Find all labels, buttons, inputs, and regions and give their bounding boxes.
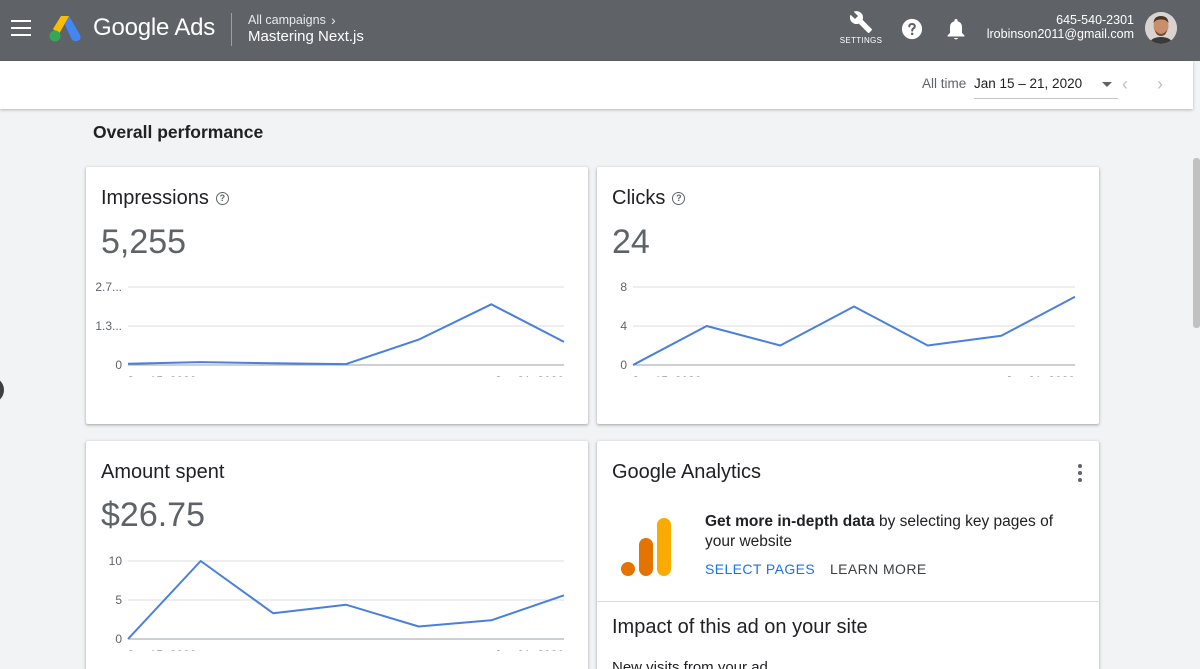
google-analytics-card[interactable]: Google Analytics Get more in-depth data … bbox=[597, 441, 1100, 669]
impressions-value: 5,255 bbox=[101, 223, 187, 261]
side-panel-toggle[interactable] bbox=[0, 377, 4, 403]
data-point[interactable] bbox=[343, 602, 349, 608]
app-name[interactable]: Google Ads bbox=[93, 14, 216, 41]
x-tick-label: Jan 15, 2020 bbox=[127, 648, 197, 651]
y-tick-label: 0 bbox=[115, 632, 122, 646]
clicks-title: Clicks bbox=[612, 187, 666, 209]
google-ads-logo-icon[interactable] bbox=[49, 14, 81, 42]
series-line[interactable] bbox=[632, 295, 1076, 366]
clicks-card[interactable]: Clicks? 24 0 4 8 Jan 15, 2020 Jan 21, 2020 bbox=[597, 167, 1099, 424]
settings-button[interactable]: SETTINGS bbox=[838, 10, 884, 45]
chevron-right-icon[interactable]: › bbox=[1157, 74, 1163, 94]
section-title: Overall performance bbox=[93, 122, 264, 142]
wrench-icon bbox=[849, 11, 872, 33]
top-app-bar: Google Ads All campaigns › Mastering Nex… bbox=[0, 0, 1200, 61]
google-analytics-logo-icon bbox=[621, 518, 671, 576]
y-tick-label: 1.3... bbox=[95, 319, 122, 333]
data-point[interactable] bbox=[630, 362, 636, 368]
card-divider bbox=[597, 601, 1100, 602]
x-tick-label: Jan 21, 2020 bbox=[495, 374, 565, 377]
data-point[interactable] bbox=[198, 359, 204, 365]
x-tick-label: Jan 15, 2020 bbox=[632, 374, 702, 377]
date-range-selector[interactable]: Jan 15 – 21, 2020 bbox=[974, 71, 1118, 99]
data-point[interactable] bbox=[488, 301, 494, 307]
page-scrollbar[interactable] bbox=[1193, 158, 1200, 328]
data-point[interactable] bbox=[488, 617, 494, 623]
data-point[interactable] bbox=[125, 636, 131, 642]
data-point[interactable] bbox=[925, 343, 931, 349]
dropdown-caret-icon bbox=[1102, 82, 1112, 87]
series-line[interactable] bbox=[127, 303, 565, 366]
amount-spent-chart: 0 5 10 Jan 15, 2020 Jan 21, 2020 bbox=[109, 554, 567, 651]
help-circle-icon[interactable]: ? bbox=[215, 192, 229, 205]
x-tick-label: Jan 21, 2020 bbox=[495, 648, 565, 651]
data-point[interactable] bbox=[416, 624, 422, 630]
data-point[interactable] bbox=[561, 592, 567, 598]
amount-spent-card[interactable]: Amount spent $26.75 0 5 10 Jan 15, 2020 Jan … bbox=[86, 441, 588, 669]
chevron-left-icon[interactable]: ‹ bbox=[1122, 74, 1128, 94]
y-tick-label: 2.7... bbox=[95, 280, 122, 294]
breadcrumb-all-campaigns[interactable]: All campaigns bbox=[248, 13, 326, 27]
help-icon[interactable] bbox=[901, 18, 923, 40]
new-visits-label: New visits from your ad bbox=[612, 659, 768, 669]
amount-spent-value: $26.75 bbox=[101, 496, 205, 534]
data-point[interactable] bbox=[561, 339, 567, 345]
data-point[interactable] bbox=[270, 360, 276, 366]
data-point[interactable] bbox=[416, 337, 422, 343]
data-point[interactable] bbox=[198, 558, 204, 564]
series-line[interactable] bbox=[127, 560, 565, 640]
data-point[interactable] bbox=[270, 610, 276, 616]
avatar[interactable] bbox=[1145, 12, 1177, 44]
analytics-promo-rest: by selecting key pages of your website bbox=[705, 513, 1054, 550]
date-range-bar: All time Jan 15 – 21, 2020 ‹ › bbox=[0, 61, 1193, 109]
data-point[interactable] bbox=[343, 361, 349, 367]
card-title: Impressions? bbox=[101, 187, 229, 210]
header-divider bbox=[231, 13, 232, 46]
data-point[interactable] bbox=[998, 333, 1004, 339]
data-point[interactable] bbox=[851, 304, 857, 310]
data-point[interactable] bbox=[1072, 294, 1078, 300]
y-tick-label: 4 bbox=[620, 319, 627, 333]
menu-icon[interactable] bbox=[11, 20, 31, 36]
data-point[interactable] bbox=[704, 323, 710, 329]
clicks-chart: 0 4 8 Jan 15, 2020 Jan 21, 2020 bbox=[620, 280, 1078, 377]
analytics-promo-bold: Get more in-depth data bbox=[705, 513, 875, 530]
impressions-chart: 0 1.3... 2.7... Jan 15, 2020 Jan 21, 2020 bbox=[95, 280, 567, 377]
card-title: Clicks? bbox=[612, 187, 686, 210]
impressions-title: Impressions bbox=[101, 187, 209, 209]
amount-spent-title: Amount spent bbox=[101, 461, 225, 483]
account-phone[interactable]: 645-540-2301 bbox=[1056, 13, 1134, 27]
x-tick-label: Jan 15, 2020 bbox=[127, 374, 197, 377]
campaign-name[interactable]: Mastering Next.js bbox=[248, 28, 364, 45]
help-circle-icon[interactable]: ? bbox=[672, 192, 686, 205]
y-tick-label: 8 bbox=[620, 280, 627, 294]
data-point[interactable] bbox=[125, 361, 131, 367]
analytics-promo-text: Get more in-depth data by selecting key … bbox=[705, 512, 1075, 552]
y-tick-label: 0 bbox=[620, 358, 627, 372]
date-preset-label: All time bbox=[922, 76, 967, 91]
notifications-bell-icon[interactable] bbox=[946, 17, 966, 41]
select-pages-button[interactable]: SELECT PAGES bbox=[705, 561, 816, 577]
impact-title: Impact of this ad on your site bbox=[612, 616, 868, 638]
chevron-right-icon: › bbox=[331, 12, 336, 28]
card-title: Amount spent bbox=[101, 461, 224, 484]
data-point[interactable] bbox=[777, 343, 783, 349]
x-tick-label: Jan 21, 2020 bbox=[1006, 374, 1076, 377]
impressions-card[interactable]: Impressions? 5,255 0 1.3... 2.7... Jan 15, … bbox=[86, 167, 588, 424]
y-tick-label: 10 bbox=[109, 554, 123, 568]
analytics-title: Google Analytics bbox=[612, 461, 761, 483]
settings-label: SETTINGS bbox=[839, 36, 883, 45]
date-range-value: Jan 15 – 21, 2020 bbox=[974, 76, 1083, 91]
account-email[interactable]: lrobinson2011@gmail.com bbox=[986, 27, 1134, 41]
more-options-icon[interactable] bbox=[1077, 464, 1083, 482]
clicks-value: 24 bbox=[612, 223, 650, 261]
learn-more-button[interactable]: LEARN MORE bbox=[830, 561, 927, 577]
y-tick-label: 0 bbox=[115, 358, 122, 372]
y-tick-label: 5 bbox=[115, 593, 122, 607]
